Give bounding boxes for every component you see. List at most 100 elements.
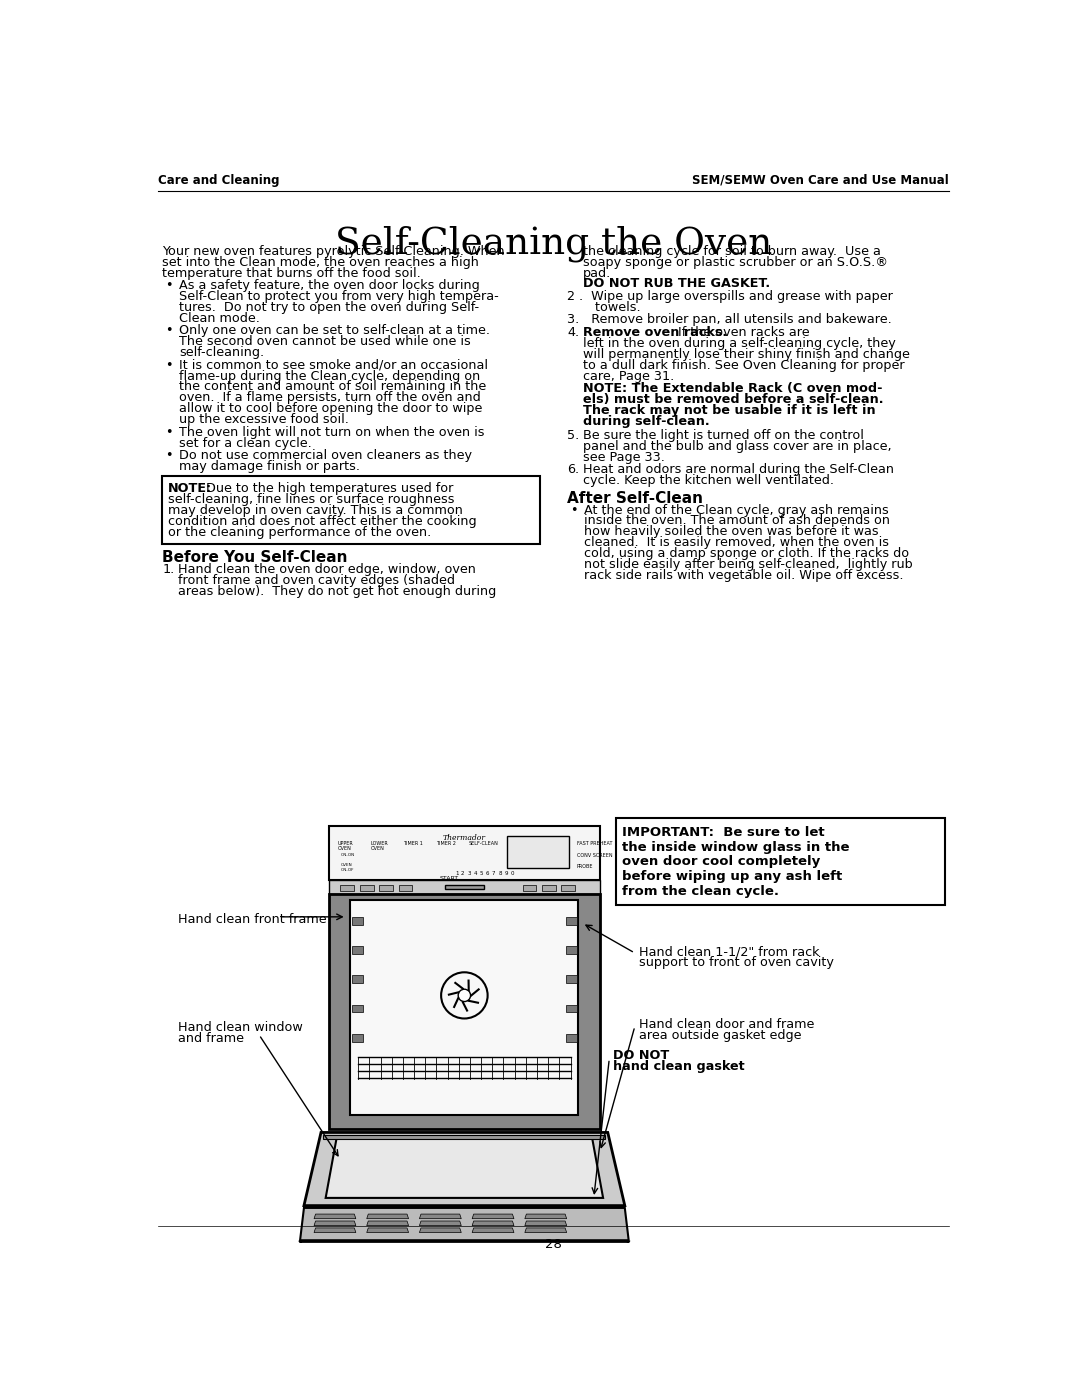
Text: SELF-CLEAN: SELF-CLEAN xyxy=(469,841,498,847)
Bar xyxy=(340,884,354,891)
Polygon shape xyxy=(419,1221,461,1225)
Bar xyxy=(328,894,600,1129)
Text: Due to the high temperatures used for: Due to the high temperatures used for xyxy=(198,482,454,495)
Text: The oven light will not turn on when the oven is: The oven light will not turn on when the… xyxy=(179,426,485,439)
Text: Self-Cleaning the Oven: Self-Cleaning the Oven xyxy=(335,225,772,261)
Text: cleaned.  It is easily removed, when the oven is: cleaned. It is easily removed, when the … xyxy=(584,536,890,549)
Polygon shape xyxy=(326,1139,603,1197)
Text: Thermador: Thermador xyxy=(443,834,486,841)
Text: how heavily soiled the oven was before it was: how heavily soiled the oven was before i… xyxy=(584,525,879,538)
Text: the content and amount of soil remaining in the: the content and amount of soil remaining… xyxy=(179,380,486,394)
Bar xyxy=(352,1034,363,1042)
Text: NOTE: The Extendable Rack (C oven mod-: NOTE: The Extendable Rack (C oven mod- xyxy=(583,381,882,395)
Text: At the end of the Clean cycle, gray ash remains: At the end of the Clean cycle, gray ash … xyxy=(584,503,889,517)
Polygon shape xyxy=(300,1242,629,1261)
Bar xyxy=(616,819,945,904)
Polygon shape xyxy=(419,1228,461,1232)
Polygon shape xyxy=(472,1214,514,1218)
Bar xyxy=(352,975,363,983)
Text: START: START xyxy=(440,876,458,882)
Bar xyxy=(507,835,569,869)
Bar xyxy=(399,884,413,891)
Text: during self-clean.: during self-clean. xyxy=(583,415,710,427)
Text: •: • xyxy=(570,503,578,517)
Polygon shape xyxy=(472,1228,514,1232)
Text: DO NOT: DO NOT xyxy=(613,1049,670,1062)
Text: left in the oven during a self-cleaning cycle, they: left in the oven during a self-cleaning … xyxy=(583,337,895,349)
Polygon shape xyxy=(472,1221,514,1225)
Text: will permanently lose their shiny finish and change: will permanently lose their shiny finish… xyxy=(583,348,909,360)
Bar xyxy=(328,826,600,880)
Polygon shape xyxy=(525,1214,567,1218)
Text: Your new oven features pyrolytic Self-Cleaning. When: Your new oven features pyrolytic Self-Cl… xyxy=(162,244,504,257)
Text: not slide easily after being self-cleaned,  lightly rub: not slide easily after being self-cleane… xyxy=(584,559,914,571)
Polygon shape xyxy=(525,1228,567,1232)
Bar xyxy=(566,975,577,983)
Text: DO NOT RUB THE GASKET.: DO NOT RUB THE GASKET. xyxy=(583,278,770,291)
Text: allow it to cool before opening the door to wipe: allow it to cool before opening the door… xyxy=(179,402,483,415)
Text: 8: 8 xyxy=(498,870,502,876)
Polygon shape xyxy=(367,1221,408,1225)
Text: towels.: towels. xyxy=(567,300,642,314)
Polygon shape xyxy=(367,1228,408,1232)
Bar xyxy=(445,884,484,888)
Text: Clean mode.: Clean mode. xyxy=(179,312,260,324)
Text: After Self-Clean: After Self-Clean xyxy=(567,492,703,506)
Bar xyxy=(566,1004,577,1013)
Text: support to front of oven cavity: support to front of oven cavity xyxy=(638,956,834,970)
Bar xyxy=(360,884,374,891)
Bar xyxy=(352,1004,363,1013)
Text: soapy sponge or plastic scrubber or an S.O.S.®: soapy sponge or plastic scrubber or an S… xyxy=(583,256,888,268)
Text: pad.: pad. xyxy=(583,267,611,279)
Polygon shape xyxy=(419,1214,461,1218)
Text: TIMER 2: TIMER 2 xyxy=(435,841,456,847)
Bar xyxy=(352,916,363,925)
Text: condition and does not affect either the cooking: condition and does not affect either the… xyxy=(168,514,477,528)
Text: flame-up during the Clean cycle, depending on: flame-up during the Clean cycle, dependi… xyxy=(179,370,481,383)
Text: before wiping up any ash left: before wiping up any ash left xyxy=(622,870,842,883)
Text: the inside window glass in the: the inside window glass in the xyxy=(622,841,849,854)
Text: 7: 7 xyxy=(492,870,496,876)
Text: 3.   Remove broiler pan, all utensils and bakeware.: 3. Remove broiler pan, all utensils and … xyxy=(567,313,892,327)
Text: temperature that burns off the food soil.: temperature that burns off the food soil… xyxy=(162,267,421,279)
Text: or the cleaning performance of the oven.: or the cleaning performance of the oven. xyxy=(168,525,432,538)
Polygon shape xyxy=(525,1221,567,1225)
Bar xyxy=(566,916,577,925)
Text: set into the Clean mode, the oven reaches a high: set into the Clean mode, the oven reache… xyxy=(162,256,480,268)
Bar xyxy=(352,946,363,954)
Text: OVEN: OVEN xyxy=(338,847,352,851)
Bar xyxy=(523,884,537,891)
Text: up the excessive food soil.: up the excessive food soil. xyxy=(179,414,349,426)
Text: may damage finish or parts.: may damage finish or parts. xyxy=(179,460,360,474)
Text: self-cleaning.: self-cleaning. xyxy=(179,346,265,359)
Bar xyxy=(566,946,577,954)
Text: areas below).  They do not get hot enough during: areas below). They do not get hot enough… xyxy=(177,584,496,598)
Text: Hand clean window: Hand clean window xyxy=(177,1021,302,1034)
Text: set for a clean cycle.: set for a clean cycle. xyxy=(179,437,312,450)
Polygon shape xyxy=(300,1208,629,1241)
Text: front frame and oven cavity edges (shaded: front frame and oven cavity edges (shade… xyxy=(177,574,455,587)
Polygon shape xyxy=(303,1133,625,1206)
Text: Self-Clean to protect you from very high tempera-: Self-Clean to protect you from very high… xyxy=(179,291,499,303)
Text: •: • xyxy=(165,279,173,292)
Text: and frame: and frame xyxy=(177,1031,244,1045)
Text: may develop in oven cavity. This is a common: may develop in oven cavity. This is a co… xyxy=(168,504,463,517)
Text: •: • xyxy=(165,359,173,372)
Text: OVEN: OVEN xyxy=(370,847,384,851)
Text: els) must be removed before a self-clean.: els) must be removed before a self-clean… xyxy=(583,393,883,407)
Text: PROBE: PROBE xyxy=(577,865,593,869)
Text: see Page 33.: see Page 33. xyxy=(583,451,665,464)
Text: ON-OF: ON-OF xyxy=(340,869,354,872)
Text: the cleaning cycle for soil to burn away.  Use a: the cleaning cycle for soil to burn away… xyxy=(583,244,881,257)
Text: 0: 0 xyxy=(511,870,514,876)
Polygon shape xyxy=(323,1134,606,1139)
Text: 4.: 4. xyxy=(567,326,580,339)
Text: hand clean gasket: hand clean gasket xyxy=(613,1060,745,1073)
Text: ON-ON: ON-ON xyxy=(340,854,354,856)
Text: care, Page 31.: care, Page 31. xyxy=(583,370,674,383)
Bar xyxy=(328,880,600,894)
Bar xyxy=(379,884,393,891)
Bar xyxy=(562,884,576,891)
Text: 1: 1 xyxy=(455,870,458,876)
Text: 28: 28 xyxy=(545,1238,562,1250)
